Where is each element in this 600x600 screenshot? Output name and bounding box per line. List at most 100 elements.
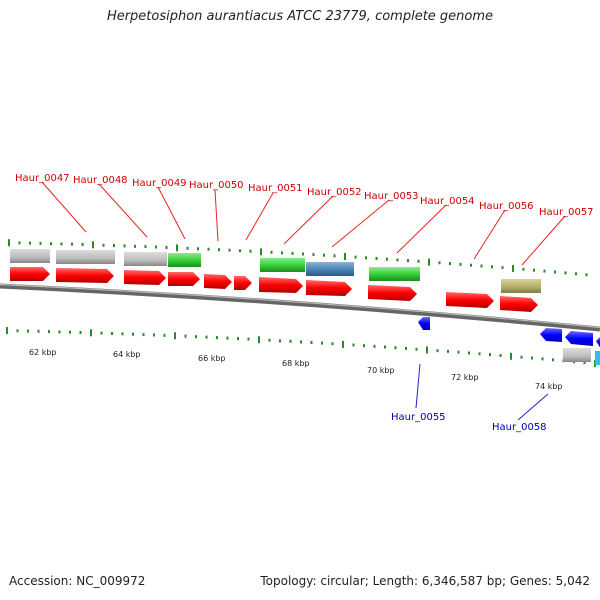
gene-arrow-forward[interactable]: [56, 268, 114, 283]
minor-tick: [48, 330, 50, 334]
gene-label[interactable]: Haur_0050: [189, 180, 244, 191]
gene-arrow-forward[interactable]: [204, 274, 232, 289]
major-tick: [176, 244, 178, 252]
minor-tick: [79, 331, 82, 334]
kbp-label: 64 kbp: [113, 350, 141, 359]
minor-tick: [459, 262, 462, 266]
minor-tick: [499, 354, 502, 357]
major-tick: [342, 340, 344, 348]
minor-tick: [216, 336, 218, 340]
kbp-label: 68 kbp: [282, 359, 310, 368]
gene-arrow-forward[interactable]: [368, 285, 417, 301]
gene-label[interactable]: Haur_0049: [132, 178, 187, 189]
gene-arrow-forward[interactable]: [10, 267, 50, 281]
minor-tick: [102, 243, 105, 247]
gene-arrow-forward[interactable]: [446, 292, 494, 308]
minor-tick: [111, 332, 113, 335]
minor-tick: [144, 245, 147, 249]
genome-title: Herpetosiphon aurantiacus ATCC 23779, co…: [106, 9, 494, 24]
gene-label[interactable]: Haur_0058: [492, 422, 547, 433]
minor-tick: [71, 242, 73, 246]
gene-label[interactable]: Haur_0051: [248, 183, 303, 194]
gene-label[interactable]: Haur_0057: [539, 207, 594, 218]
minor-tick: [554, 270, 556, 274]
major-tick: [258, 336, 260, 344]
minor-tick: [384, 345, 386, 349]
minor-tick: [331, 342, 334, 346]
gene-arrow-reverse[interactable]: [596, 336, 600, 349]
minor-tick: [132, 332, 134, 336]
minor-tick: [449, 262, 451, 266]
gene-arrow-forward[interactable]: [234, 276, 252, 290]
minor-tick: [134, 244, 136, 248]
minor-tick: [386, 257, 388, 261]
gene-label[interactable]: Haur_0047: [15, 173, 70, 184]
gene-arrow-reverse[interactable]: [418, 317, 430, 330]
kbp-label: 72 kbp: [451, 373, 479, 382]
minor-tick: [394, 346, 397, 350]
gene-arrow-reverse[interactable]: [565, 331, 593, 346]
minor-tick: [218, 248, 220, 252]
gene-arrow-forward[interactable]: [168, 272, 200, 286]
minor-tick: [186, 246, 189, 250]
minor-tick: [468, 351, 470, 355]
minor-tick: [228, 248, 231, 252]
minor-tick: [531, 356, 533, 360]
minor-tick: [407, 259, 409, 263]
tick-row-top: [8, 239, 588, 277]
minor-tick: [478, 352, 481, 356]
major-tick: [92, 241, 94, 249]
label-leaders-top: [41, 181, 566, 266]
gene-arrow-forward[interactable]: [500, 296, 538, 312]
major-tick: [426, 346, 428, 354]
gene-label[interactable]: Haur_0056: [479, 201, 534, 212]
minor-tick: [447, 349, 449, 353]
minor-tick: [457, 350, 460, 354]
major-tick: [6, 327, 8, 335]
minor-tick: [50, 242, 52, 246]
minor-tick: [489, 353, 491, 357]
feature-box: [595, 351, 600, 365]
gene-label[interactable]: Haur_0054: [420, 196, 475, 207]
kbp-label: 62 kbp: [29, 348, 57, 357]
gene-arrow-forward[interactable]: [124, 270, 166, 285]
minor-tick: [585, 273, 588, 277]
minor-tick: [470, 263, 472, 267]
minor-tick: [291, 251, 294, 255]
feature-box: [168, 253, 201, 267]
gene-label[interactable]: Haur_0048: [73, 175, 128, 186]
gene-arrow-forward[interactable]: [259, 277, 303, 293]
feature-box: [260, 258, 305, 272]
minor-tick: [312, 253, 315, 257]
minor-tick: [438, 261, 441, 265]
minor-tick: [155, 245, 157, 249]
gene-arrow-forward[interactable]: [306, 280, 352, 296]
gene-label[interactable]: Haur_0055: [391, 412, 446, 423]
minor-tick: [310, 341, 313, 344]
kbp-label: 66 kbp: [198, 354, 226, 363]
gene-labels-bottom: Haur_0055 Haur_0058: [391, 412, 547, 433]
gene-label[interactable]: Haur_0053: [364, 191, 419, 202]
major-tick: [90, 329, 92, 337]
minor-tick: [352, 343, 355, 347]
accession-label: Accession: NC_009972: [9, 574, 146, 588]
minor-tick: [417, 259, 420, 263]
minor-tick: [541, 357, 544, 361]
minor-tick: [239, 249, 241, 253]
minor-tick: [18, 241, 21, 245]
minor-tick: [405, 346, 407, 350]
gene-arrow-reverse[interactable]: [540, 328, 562, 342]
minor-tick: [501, 266, 504, 270]
minor-tick: [575, 272, 577, 276]
gene-label[interactable]: Haur_0052: [307, 187, 362, 198]
minor-tick: [100, 331, 103, 335]
minor-tick: [69, 330, 71, 334]
minor-tick: [302, 252, 304, 256]
minor-tick: [121, 332, 124, 336]
minor-tick: [226, 336, 229, 340]
minor-tick: [436, 349, 439, 353]
feature-box: [124, 252, 167, 266]
minor-tick: [123, 244, 126, 248]
minor-tick: [163, 333, 166, 337]
